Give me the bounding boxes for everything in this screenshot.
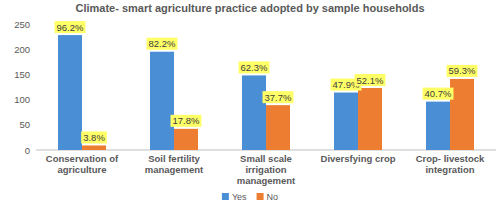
data-label-bg xyxy=(171,115,202,127)
x-tick-label-line: management xyxy=(145,164,204,175)
data-label-bg xyxy=(355,74,386,86)
y-tick-label: 150 xyxy=(14,69,30,80)
y-tick-label: 250 xyxy=(14,19,30,30)
legend-label: No xyxy=(267,192,279,202)
x-tick-label-line: management xyxy=(237,175,296,186)
x-tick-label-line: integration xyxy=(425,164,474,175)
data-label-bg xyxy=(263,91,294,103)
chart: Climate- smart agriculture practice adop… xyxy=(0,0,500,204)
x-tick-label: Conservation ofagriculture xyxy=(46,153,119,175)
legend-swatch xyxy=(222,193,229,200)
data-label: 3.8% xyxy=(83,132,105,143)
data-label-bg xyxy=(55,21,86,33)
x-tick-label: Small scaleirrigationmanagement xyxy=(237,153,296,186)
bar xyxy=(334,93,358,150)
data-label: 59.3% xyxy=(449,65,476,76)
x-tick-label-line: Soil fertility xyxy=(148,153,200,164)
data-label-bg xyxy=(147,38,178,50)
bar xyxy=(58,35,82,150)
data-label-bg xyxy=(423,88,454,100)
bars xyxy=(58,35,474,150)
data-label: 62.3% xyxy=(241,62,268,73)
x-tick-label-line: Conservation of xyxy=(46,153,119,164)
y-tick-label: 50 xyxy=(19,119,30,130)
data-label: 96.2% xyxy=(57,22,84,33)
bar xyxy=(266,105,290,150)
y-tick-label: 0 xyxy=(25,145,30,156)
title: Climate- smart agriculture practice adop… xyxy=(75,2,424,14)
data-label-bg xyxy=(81,131,107,143)
data-label: 17.8% xyxy=(173,115,200,126)
x-tick-label-line: Crop- livestock xyxy=(416,153,485,164)
legend-swatch xyxy=(257,193,264,200)
x-tick-label-line: Small scale xyxy=(240,153,292,164)
bar xyxy=(242,75,266,150)
data-label-bg xyxy=(239,61,270,73)
legend-label: Yes xyxy=(232,192,247,202)
x-tick-label: Diversfying crop xyxy=(321,153,396,164)
x-tick-label: Soil fertilitymanagement xyxy=(145,153,204,175)
bar xyxy=(82,145,106,150)
legend: Yes No xyxy=(222,192,278,202)
bar xyxy=(450,79,474,150)
y-tick-label: 100 xyxy=(14,94,30,105)
bar xyxy=(174,129,198,150)
x-tick-label: Crop- livestockintegration xyxy=(416,153,485,175)
data-label: 40.7% xyxy=(425,88,452,99)
bar xyxy=(358,88,382,150)
y-tick-label: 200 xyxy=(14,44,30,55)
data-label: 37.7% xyxy=(265,92,292,103)
data-label: 82.2% xyxy=(149,38,176,49)
x-tick-label-line: agriculture xyxy=(57,164,106,175)
data-labels: 96.2%82.2%62.3%47.9%40.7%3.8%17.8%37.7%5… xyxy=(55,21,478,143)
x-tick-label-line: Diversfying crop xyxy=(321,153,396,164)
x-tick-label-line: irrigation xyxy=(245,164,286,175)
bar xyxy=(426,102,450,150)
data-label-bg xyxy=(447,65,478,77)
data-label: 52.1% xyxy=(357,75,384,86)
bar xyxy=(150,52,174,150)
